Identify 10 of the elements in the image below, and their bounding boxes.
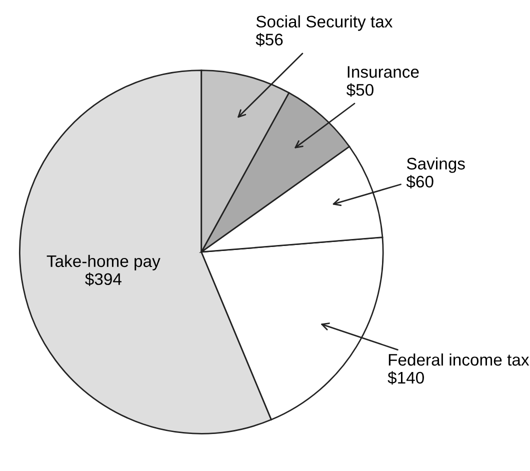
data-label: $56	[256, 32, 283, 46]
data-label: $394	[85, 272, 122, 286]
data-label: $60	[406, 175, 434, 189]
slice-label: Take-home pay	[46, 254, 160, 270]
slice-label: Insurance	[348, 66, 419, 78]
data-label: $50	[346, 83, 374, 97]
slice-label: Federal income tax	[388, 353, 530, 366]
slice-label: Social Security tax	[256, 15, 393, 31]
slice-label: Savings	[406, 157, 465, 173]
data-label: $140	[388, 371, 424, 385]
